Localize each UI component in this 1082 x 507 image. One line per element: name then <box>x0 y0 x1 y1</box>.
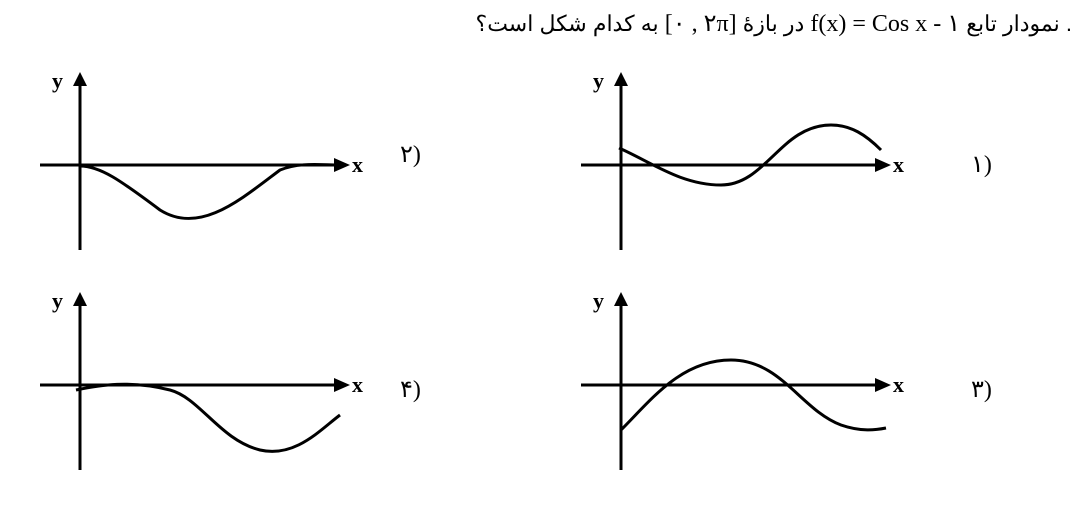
option-2-svg <box>40 70 370 260</box>
axes <box>581 72 891 250</box>
question-suffix: به کدام شکل است؟ <box>476 11 659 36</box>
option-4-cell: y x (۴ <box>0 280 541 500</box>
option-2-curve <box>80 164 340 218</box>
option-1-curve <box>619 125 881 185</box>
x-axis-label: x <box>893 152 904 178</box>
question-mid: در بازهٔ <box>737 11 805 36</box>
option-4-svg <box>40 290 370 480</box>
options-grid: y x (۱ y x (۲ <box>0 60 1082 500</box>
option-3-plot: y x <box>581 290 911 480</box>
axes <box>581 292 891 470</box>
option-3-cell: y x (۳ <box>541 280 1082 500</box>
option-3-svg <box>581 290 911 480</box>
option-3-curve <box>621 360 886 430</box>
option-4-plot: y x <box>40 290 370 480</box>
page: . نمودار تابع f(x) = Cos x - ۱ در بازهٔ … <box>0 0 1082 507</box>
y-axis-label: y <box>593 288 604 314</box>
question-function: f(x) = Cos x - ۱ <box>810 11 960 37</box>
option-1-label: (۱ <box>971 150 992 179</box>
option-4-curve <box>76 384 340 451</box>
y-axis-label: y <box>593 68 604 94</box>
option-4-label: (۴ <box>400 375 421 404</box>
x-axis-label: x <box>352 372 363 398</box>
option-1-cell: y x (۱ <box>541 60 1082 280</box>
axes <box>40 72 350 250</box>
question-interval: [۰ , ۲π] <box>665 11 737 37</box>
option-1-plot: y x <box>581 70 911 260</box>
x-axis-label: x <box>893 372 904 398</box>
question-text: . نمودار تابع f(x) = Cos x - ۱ در بازهٔ … <box>10 6 1072 42</box>
option-2-cell: y x (۲ <box>0 60 541 280</box>
question-prefix: . نمودار تابع <box>960 11 1072 36</box>
option-2-label: (۲ <box>400 140 421 169</box>
y-axis-label: y <box>52 68 63 94</box>
option-2-plot: y x <box>40 70 370 260</box>
y-axis-label: y <box>52 288 63 314</box>
option-3-label: (۳ <box>971 375 992 404</box>
x-axis-label: x <box>352 152 363 178</box>
option-1-svg <box>581 70 911 260</box>
